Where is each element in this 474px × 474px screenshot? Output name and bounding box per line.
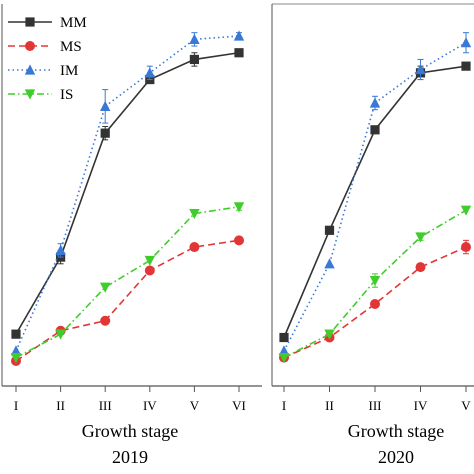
legend-label-im: IM (60, 63, 78, 79)
data-point-mm (234, 48, 244, 58)
data-point-mm (11, 329, 21, 339)
panel-2019-series (10, 30, 245, 366)
x-tick-label: I (282, 398, 286, 413)
data-point-is (278, 353, 290, 364)
series-mm-line (15, 51, 240, 335)
panel-2019-year-label: 2019 (112, 447, 148, 467)
x-tick-label: III (99, 398, 112, 413)
data-point-is (100, 282, 111, 293)
data-point-ms (234, 235, 244, 246)
series-is-line (15, 206, 240, 359)
legend-item-ms: MS (8, 39, 82, 55)
x-tick-label: II (325, 398, 334, 413)
series-is (278, 205, 472, 364)
x-tick-label: III (369, 398, 382, 413)
legend: MM MS IM IS (8, 15, 87, 103)
series-is (10, 202, 245, 364)
x-tick-label: IV (414, 398, 428, 413)
legend-label-is: IS (60, 87, 73, 103)
data-point-is (144, 255, 155, 267)
data-point-mm (370, 125, 380, 135)
x-tick-label: V (461, 398, 471, 413)
data-point-is (415, 232, 426, 243)
data-point-im (278, 345, 290, 356)
data-point-im (369, 97, 381, 108)
panel-2020-series (278, 32, 472, 364)
x-tick-label: II (56, 398, 65, 413)
data-point-im (55, 244, 66, 255)
series-im (10, 30, 245, 356)
data-point-mm (100, 128, 110, 138)
panel-2020-year-label: 2020 (378, 447, 414, 467)
data-point-mm (461, 61, 471, 71)
legend-label-mm: MM (60, 15, 87, 31)
data-point-ms (144, 265, 155, 276)
data-point-mm (189, 54, 199, 65)
series-ms-line (283, 246, 467, 359)
series-im-line (15, 35, 240, 352)
legend-item-im: IM (8, 63, 78, 79)
data-point-ms (415, 262, 426, 273)
data-point-mm (279, 332, 289, 343)
data-point-im (324, 258, 335, 269)
data-point-im (10, 345, 22, 356)
data-point-im (144, 67, 155, 78)
x-tick-label: IV (143, 398, 157, 413)
data-point-ms (189, 242, 200, 253)
legend-marker-is (24, 89, 36, 100)
series-im (278, 32, 472, 356)
data-point-is (460, 205, 472, 216)
x-tick-label: V (190, 398, 200, 413)
legend-label-ms: MS (60, 39, 82, 55)
data-point-is (233, 202, 245, 213)
data-point-im (415, 63, 426, 75)
panel-2019-ticks: I II III IV V VI (14, 386, 246, 413)
data-point-im (189, 33, 200, 44)
legend-marker-im (24, 64, 36, 75)
legend-item-mm: MM (8, 15, 87, 31)
panel-2020: I II III IV V Growth stage 2020 (271, 3, 474, 467)
panel-2020-ticks: I II III IV V (282, 386, 471, 413)
panel-2019-xlabel: Growth stage (82, 421, 178, 441)
series-ms-line (15, 239, 240, 362)
legend-marker-ms (25, 41, 35, 51)
x-tick-label: I (14, 398, 18, 413)
data-point-ms (461, 242, 471, 253)
data-point-is (189, 208, 200, 220)
panel-2020-xlabel: Growth stage (348, 421, 444, 441)
data-point-im (233, 30, 245, 41)
data-point-ms (370, 299, 380, 309)
data-point-im (460, 37, 472, 48)
data-point-is (369, 275, 381, 287)
data-point-mm (324, 225, 335, 235)
data-point-is (10, 353, 22, 364)
x-tick-label: VI (232, 398, 246, 413)
data-point-is (55, 329, 66, 340)
data-point-im (100, 100, 111, 111)
legend-marker-mm (25, 17, 35, 27)
legend-item-is: IS (8, 87, 73, 103)
data-point-ms (100, 315, 111, 326)
data-point-is (324, 329, 335, 340)
